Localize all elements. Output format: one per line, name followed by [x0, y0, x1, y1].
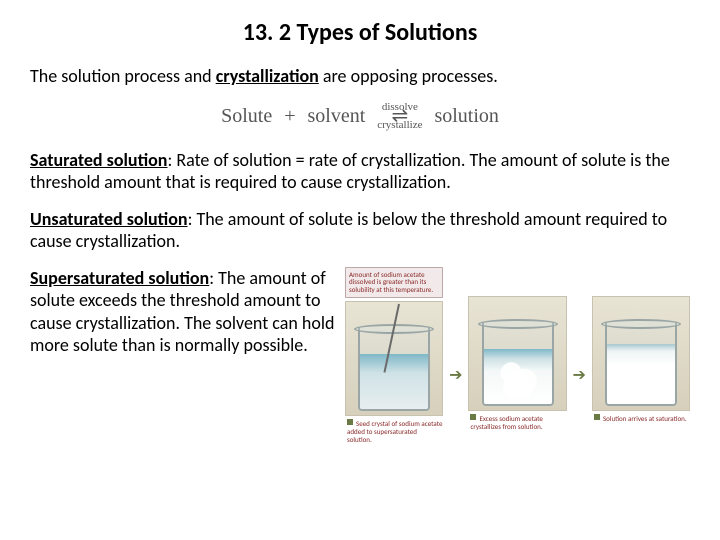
panel-3-caption: Solution arrives at saturation. [592, 414, 690, 423]
unsaturated-paragraph: Unsaturated solution: The amount of solu… [30, 208, 690, 253]
figure-callout: Amount of sodium acetate dissolved is gr… [345, 267, 443, 298]
crystals-icon [498, 356, 542, 398]
eqn-solvent: solvent [301, 105, 371, 128]
eqn-solute: Solute [215, 105, 278, 128]
panel-2-caption: Excess sodium acetate crystallizes from … [468, 414, 566, 431]
beaker-2 [468, 296, 566, 411]
crystallization-figure: Amount of sodium acetate dissolved is gr… [345, 267, 690, 444]
equilibrium-arrows: dissolve ⇌ crystallize [371, 102, 428, 131]
figure-panel-1: Amount of sodium acetate dissolved is gr… [345, 267, 443, 444]
equilibrium-equation: Solute + solvent dissolve ⇌ crystallize … [30, 102, 690, 131]
unsaturated-label: Unsaturated solution [30, 208, 188, 230]
intro-keyword: crystallization [216, 65, 319, 87]
saturated-paragraph: Saturated solution: Rate of solution = r… [30, 149, 690, 194]
intro-post: are opposing processes. [319, 65, 498, 87]
arrow-right-icon: ➔ [573, 365, 586, 385]
supersaturated-paragraph: Supersaturated solution: The amount of s… [30, 267, 335, 357]
intro-pre: The solution process and [30, 65, 216, 87]
eqn-plus: + [278, 105, 301, 128]
beaker-3 [592, 296, 690, 411]
saturated-label: Saturated solution [30, 149, 167, 171]
figure-panel-3: Solution arrives at saturation. [592, 267, 690, 423]
panel-1-caption: Seed crystal of sodium acetate added to … [345, 419, 443, 444]
arrow-label-bottom: crystallize [377, 120, 422, 131]
arrow-right-icon: ➔ [449, 365, 462, 385]
beaker-1 [345, 301, 443, 416]
page-title: 13. 2 Types of Solutions [30, 18, 690, 47]
figure-panel-2: Excess sodium acetate crystallizes from … [468, 267, 566, 431]
eqn-solution: solution [428, 105, 504, 128]
supersaturated-label: Supersaturated solution [30, 267, 209, 289]
intro-paragraph: The solution process and crystallization… [30, 65, 690, 88]
